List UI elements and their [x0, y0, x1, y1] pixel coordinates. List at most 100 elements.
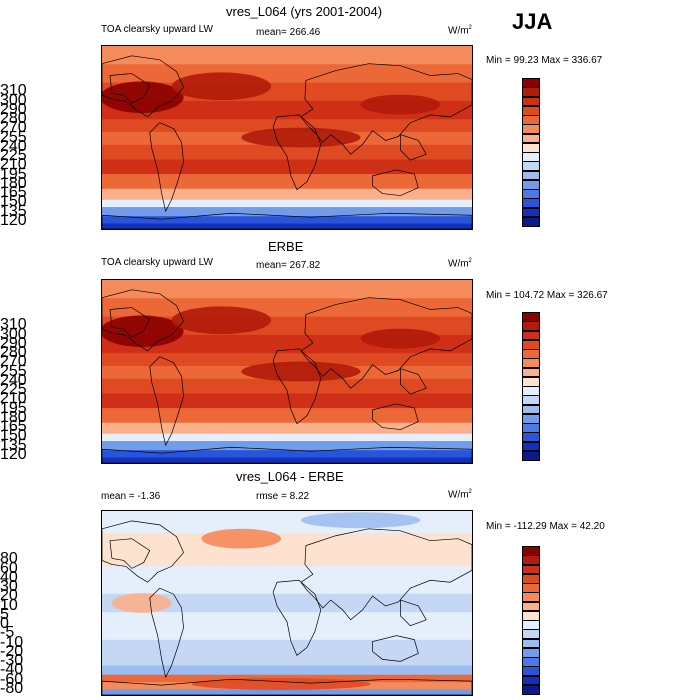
field-anomaly	[171, 72, 272, 101]
coastline	[149, 356, 184, 447]
colorbar-tick-label: 195	[0, 399, 27, 417]
field-band	[102, 593, 472, 613]
field-band	[102, 422, 472, 435]
panel-3-title: vres_L064 - ERBE	[236, 469, 344, 484]
colorbar-tick-label: 290	[0, 100, 27, 118]
colorbar-tick-label: -40	[0, 661, 24, 679]
panel-1-units: W/m2	[448, 25, 472, 37]
coastline	[109, 307, 151, 338]
colorbar-tick-label: 300	[0, 325, 27, 343]
panel-3-minmax: Min = -112.29 Max = 42.20	[486, 521, 605, 532]
field-band	[102, 207, 472, 217]
coastline	[102, 520, 184, 583]
panel-1-mean-label: mean= 266.46	[256, 27, 321, 38]
coastline	[102, 55, 184, 118]
colorbar-tick-label: 5	[0, 605, 9, 623]
coastline	[272, 114, 322, 191]
panel-2-mean-label: mean= 267.82	[256, 260, 321, 271]
field-anomaly	[171, 306, 272, 335]
colorbar-tick-label: 280	[0, 344, 27, 361]
field-band	[102, 408, 472, 424]
coastline	[109, 73, 151, 104]
field-band	[102, 298, 472, 318]
field-anomaly	[360, 328, 441, 349]
panel-2-units: W/m2	[448, 258, 472, 270]
field-band	[102, 533, 472, 567]
field-band	[102, 457, 472, 463]
colorbar-tick-label: -10	[0, 633, 24, 651]
panel-1-colorbar	[522, 78, 540, 227]
colorbar-tick-label: 290	[0, 334, 27, 352]
field-anomaly	[300, 512, 421, 529]
colorbar-tick-label: 135	[0, 202, 27, 220]
colorbar-tick-label: -60	[0, 670, 24, 688]
colorbar-tick-label: -80	[0, 679, 24, 697]
colorbar-tick-label: 300	[0, 91, 27, 109]
season-label: JJA	[512, 9, 553, 34]
colorbar-tick-label: 210	[0, 390, 27, 408]
colorbar-tick-label: 255	[0, 128, 27, 146]
field-band	[102, 159, 472, 175]
colorbar-tick-label: 60	[0, 559, 18, 577]
coastline	[400, 134, 427, 161]
coastline	[372, 635, 419, 662]
field-band	[102, 393, 472, 409]
coastline	[102, 212, 472, 229]
colorbar-tick-label: 180	[0, 174, 27, 192]
field-band	[102, 378, 472, 394]
colorbar-tick-label: 120	[0, 211, 27, 229]
colorbar-tick-label: 240	[0, 137, 27, 155]
coastline	[272, 348, 322, 425]
colorbar-tick-label: -5	[0, 624, 15, 642]
field-band	[102, 46, 472, 65]
field-anomaly	[241, 361, 361, 382]
colorbar-tick-label: 0	[0, 615, 9, 632]
panel-2-variable-label: TOA clearsky upward LW	[101, 257, 213, 268]
panel-3-mean-label: mean = -1.36	[101, 491, 161, 502]
colorbar-tick-label: 310	[0, 82, 27, 100]
colorbar-tick-label: -20	[0, 642, 24, 660]
field-band	[102, 188, 472, 201]
colorbar-tick-label: 135	[0, 436, 27, 454]
panel-3-rmse-label: rmse = 8.22	[256, 491, 310, 502]
colorbar-tick-label: 270	[0, 353, 27, 371]
field-band	[102, 216, 472, 225]
field-anomaly	[102, 81, 184, 114]
panel-1-variable-label: TOA clearsky upward LW	[101, 24, 213, 35]
panel-1-minmax: Min = 99.23 Max = 336.67	[486, 55, 603, 66]
colorbar-tick-label: 165	[0, 418, 27, 435]
panel-2-map	[101, 279, 473, 464]
colorbar-cell	[522, 216, 540, 227]
colorbar-tick-label: 180	[0, 408, 27, 426]
field-anomaly	[191, 678, 371, 690]
field-band	[102, 199, 472, 208]
colorbar-tick-label: 270	[0, 119, 27, 137]
coastline	[400, 368, 427, 395]
field-band	[102, 280, 472, 299]
field-band	[102, 174, 472, 190]
field-anomaly	[201, 528, 282, 549]
colorbar-tick-label: 80	[0, 550, 18, 568]
field-band	[102, 353, 472, 367]
field-band	[102, 119, 472, 133]
colorbar-tick-label: -30	[0, 652, 24, 669]
coastline	[372, 403, 419, 430]
coastline	[372, 169, 419, 196]
colorbar-tick-label: 165	[0, 184, 27, 201]
panel-2-colorbar	[522, 312, 540, 461]
colorbar-tick-label: 310	[0, 316, 27, 334]
colorbar-tick-label: 255	[0, 362, 27, 380]
colorbar-tick-label: 240	[0, 371, 27, 389]
colorbar-tick-label: 40	[0, 568, 18, 586]
field-band	[102, 689, 472, 695]
field-anomaly	[241, 127, 361, 148]
colorbar-tick-label: 20	[0, 587, 18, 605]
coastline	[149, 587, 184, 679]
field-band	[102, 612, 472, 641]
colorbar-tick-label: 30	[0, 578, 18, 595]
field-band	[102, 223, 472, 229]
coastline	[272, 579, 322, 656]
coastline	[400, 599, 427, 627]
panel-3-units: W/m2	[448, 489, 472, 501]
panel-1-map	[101, 45, 473, 230]
